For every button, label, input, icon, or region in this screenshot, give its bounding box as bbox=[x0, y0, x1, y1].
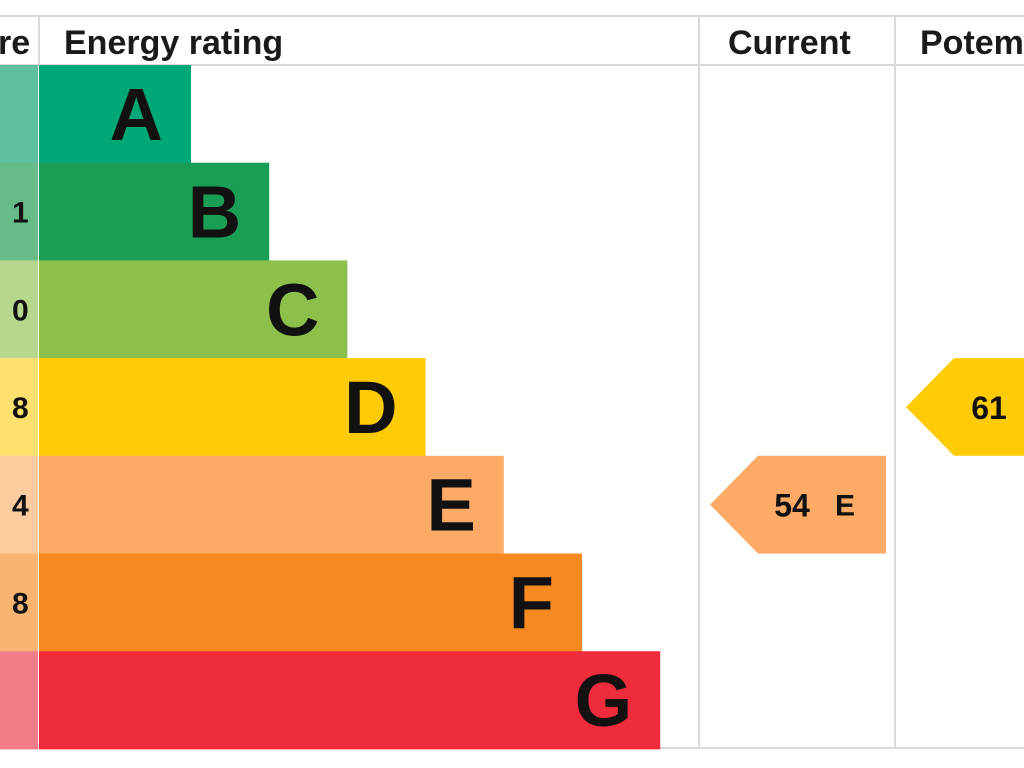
current-rating-letter: E bbox=[835, 490, 855, 523]
header-score-partial: re bbox=[0, 24, 30, 62]
score-cell-g bbox=[0, 651, 38, 750]
band-bar-b bbox=[39, 162, 270, 261]
band-bar-d bbox=[39, 358, 426, 457]
rating-arrows: 54 E 61 bbox=[710, 358, 1024, 554]
band-letter-b: B bbox=[188, 171, 241, 254]
score-cell-c bbox=[0, 260, 38, 359]
score-range-e: 4 bbox=[12, 490, 29, 523]
band-bar-c bbox=[39, 260, 348, 359]
band-bar-f bbox=[39, 553, 582, 652]
score-range-d: 8 bbox=[12, 392, 29, 425]
header-current: Current bbox=[728, 24, 851, 62]
score-cell-f bbox=[0, 553, 38, 652]
current-rating-value: 54 bbox=[774, 488, 810, 524]
header-energy-rating: Energy rating bbox=[64, 24, 283, 62]
score-cell-e bbox=[0, 455, 38, 554]
score-range-c: 0 bbox=[12, 294, 29, 327]
score-cell-d bbox=[0, 358, 38, 457]
band-letter-c: C bbox=[266, 268, 319, 351]
band-letter-e: E bbox=[426, 464, 475, 547]
header-potential: Potem bbox=[920, 24, 1024, 62]
score-range-b: 1 bbox=[12, 197, 29, 230]
band-letter-g: G bbox=[575, 659, 633, 742]
potential-rating-arrow bbox=[906, 358, 1024, 456]
current-rating-arrow bbox=[710, 455, 886, 554]
band-bar-a bbox=[39, 65, 191, 164]
band-bar-e bbox=[39, 455, 504, 554]
potential-rating-value: 61 bbox=[971, 390, 1007, 426]
score-range-f: 8 bbox=[12, 587, 29, 620]
band-letter-d: D bbox=[344, 366, 397, 449]
rating-bands: A 1 B 0 C 8 D 4 E 8 FG bbox=[0, 65, 661, 750]
band-letter-a: A bbox=[110, 73, 163, 156]
band-bar-g bbox=[39, 651, 661, 750]
score-cell-b bbox=[0, 162, 38, 261]
score-cell-a bbox=[0, 65, 38, 164]
band-letter-f: F bbox=[509, 561, 554, 644]
